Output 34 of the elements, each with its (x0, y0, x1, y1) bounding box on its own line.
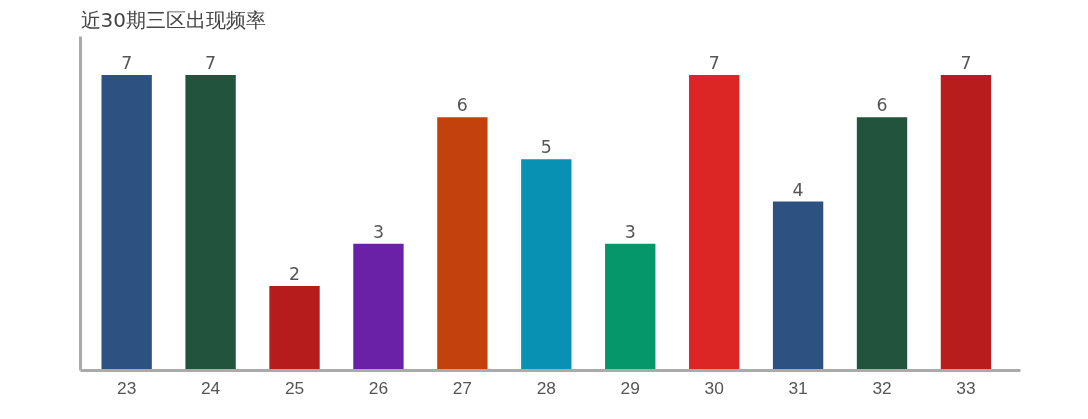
data-label: 3 (372, 221, 384, 242)
bar (772, 201, 824, 371)
bar (437, 117, 488, 371)
data-label: 6 (876, 95, 888, 116)
bar (521, 159, 572, 371)
data-label: 7 (708, 52, 720, 73)
bar (856, 117, 908, 371)
x-tick-label: 32 (872, 377, 892, 398)
x-tick-label: 23 (117, 377, 137, 398)
x-tick-label: 33 (956, 377, 976, 398)
bar (605, 243, 656, 371)
x-tick-label: 31 (788, 377, 808, 398)
data-label: 5 (540, 137, 552, 158)
bar (101, 74, 152, 371)
x-tick-label: 29 (620, 377, 640, 398)
data-label: 7 (205, 52, 217, 73)
x-tick-label: 27 (452, 377, 473, 398)
bar (353, 243, 404, 371)
x-tick-label: 30 (704, 377, 724, 398)
data-label: 2 (289, 264, 301, 285)
data-label: 4 (792, 179, 804, 200)
x-tick-label: 25 (284, 377, 305, 398)
bar (185, 74, 236, 371)
chart-title: 近30期三区出现频率 (80, 7, 266, 32)
bar (940, 74, 992, 371)
x-tick-label: 24 (200, 377, 221, 398)
bar (688, 74, 740, 371)
data-label: 7 (121, 52, 133, 73)
x-tick-label: 26 (368, 377, 389, 398)
bar (269, 286, 320, 371)
data-label: 6 (456, 95, 468, 116)
data-label: 7 (960, 52, 972, 73)
data-label: 3 (624, 221, 636, 242)
x-tick-label: 28 (536, 377, 556, 398)
